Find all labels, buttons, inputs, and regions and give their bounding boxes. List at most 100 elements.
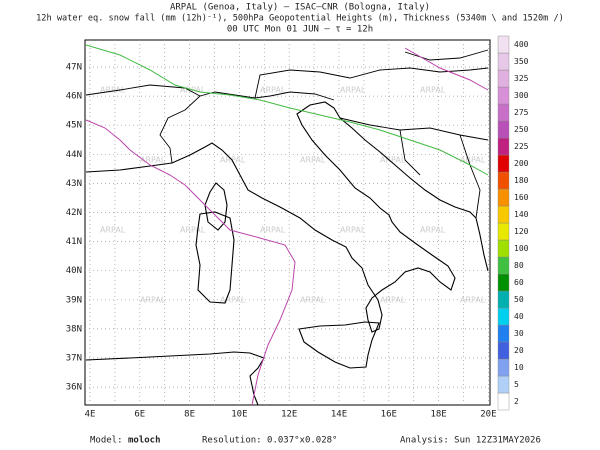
- colorbar-label: 40: [514, 312, 524, 321]
- colorbar-swatch: [497, 86, 510, 105]
- watermark: ARPAL: [380, 156, 406, 165]
- lat-label: 36N: [66, 383, 82, 393]
- colorbar-label: 140: [514, 210, 529, 219]
- lat-label: 46N: [66, 92, 82, 102]
- colorbar-swatch: [497, 103, 510, 122]
- lat-label: 37N: [66, 354, 82, 364]
- lat-label: 38N: [66, 324, 82, 334]
- watermark: ARPAL: [100, 86, 126, 95]
- colorbar-label: 5: [514, 380, 519, 389]
- axis-labels: 47N 46N 45N 44N 43N 42N 41N 40N 39N 38N 37N 36N 4E 6E…: [66, 63, 497, 420]
- lat-label: 43N: [66, 179, 82, 189]
- watermark: ARPAL: [380, 296, 406, 305]
- lat-label: 41N: [66, 237, 82, 247]
- colorbar-swatch: [497, 52, 510, 71]
- colorbar-swatch: [497, 188, 510, 207]
- lon-label: 4E: [85, 410, 96, 420]
- colorbar-swatch: [497, 307, 510, 326]
- colorbar-label: 400: [514, 40, 529, 49]
- colorbar-label: 350: [514, 57, 529, 66]
- title-line: 12h water eq. snow fall (mm (12h)⁻¹), 50…: [36, 14, 564, 24]
- lon-label: 18E: [430, 410, 446, 420]
- thickness-contour: [85, 44, 489, 176]
- colorbar-swatch: [497, 239, 510, 258]
- colorbar-swatch: [497, 35, 510, 54]
- title-line: 00 UTC Mon 01 JUN – τ = 12h: [227, 25, 373, 35]
- colorbar-swatch: [497, 120, 510, 139]
- watermark: ARPAL: [420, 86, 446, 95]
- colorbar-label: 325: [514, 74, 529, 83]
- colorbar-label: 10: [514, 363, 524, 372]
- colorbar-label: 200: [514, 159, 529, 168]
- colorbar-label: 2: [514, 397, 519, 406]
- colorbar-label: 120: [514, 227, 529, 236]
- lon-label: 16E: [381, 410, 397, 420]
- lon-label: 8E: [184, 410, 195, 420]
- graticule: [85, 40, 490, 405]
- colorbar-label: 50: [514, 295, 524, 304]
- watermarks: ARPAL ARPAL ARPAL ARPAL ARPAL ARPAL ARPAL ARPAL…: [100, 86, 486, 305]
- colorbar-swatch: [497, 154, 510, 173]
- lat-label: 45N: [66, 121, 82, 131]
- watermark: ARPAL: [140, 156, 166, 165]
- map-frame: [84, 39, 491, 406]
- title-line: ARPAL (Genoa, Italy) – ISAC–CNR (Bologna…: [170, 3, 430, 13]
- colorbar-swatch: [497, 375, 510, 394]
- watermark: ARPAL: [220, 296, 246, 305]
- colorbar-label: 80: [514, 261, 524, 270]
- colorbar-label: 300: [514, 91, 529, 100]
- watermark: ARPAL: [420, 226, 446, 235]
- colorbar-swatch: [497, 290, 510, 309]
- colorbar-label: 100: [514, 244, 529, 253]
- lat-label: 40N: [66, 266, 82, 276]
- colorbar-label: 30: [514, 329, 524, 338]
- watermark: ARPAL: [260, 86, 286, 95]
- colorbar-swatch: [497, 324, 510, 343]
- colorbar-swatch: [497, 392, 510, 411]
- thickness-contour: [85, 47, 489, 406]
- watermark: ARPAL: [300, 296, 326, 305]
- colorbar-swatch: [497, 137, 510, 156]
- coastlines: [85, 101, 489, 406]
- footer-resolution: Resolution: 0.037°x0.028°: [202, 436, 337, 446]
- footer-label: Model:: [90, 436, 123, 446]
- watermark: ARPAL: [300, 156, 326, 165]
- colorbar-swatch: [497, 273, 510, 292]
- lon-label: 14E: [331, 410, 347, 420]
- colorbar-swatch: [497, 358, 510, 377]
- colorbar-swatch: [497, 205, 510, 224]
- watermark: ARPAL: [140, 296, 166, 305]
- lat-label: 47N: [66, 63, 82, 73]
- watermark: ARPAL: [260, 226, 286, 235]
- lat-label: 42N: [66, 208, 82, 218]
- colorbar: 2 5 10 20 30 40 50 60 80 100 120 140 160 180 200 225 250…: [497, 35, 529, 411]
- colorbar-label: 160: [514, 193, 529, 202]
- lon-label: 12E: [281, 410, 297, 420]
- footer-analysis: Analysis: Sun 12Z31MAY2026: [400, 436, 541, 446]
- colorbar-swatch: [497, 222, 510, 241]
- colorbar-label: 20: [514, 346, 524, 355]
- colorbar-swatch: [497, 341, 510, 360]
- footer-model: moloch: [128, 436, 161, 446]
- colorbar-label: 60: [514, 278, 524, 287]
- watermark: ARPAL: [180, 226, 206, 235]
- colorbar-swatch: [497, 171, 510, 190]
- lon-label: 10E: [231, 410, 247, 420]
- watermark: ARPAL: [100, 226, 126, 235]
- colorbar-swatch: [497, 256, 510, 275]
- watermark: ARPAL: [460, 296, 486, 305]
- colorbar-label: 275: [514, 108, 529, 117]
- lon-label: 6E: [134, 410, 145, 420]
- watermark: ARPAL: [340, 226, 366, 235]
- colorbar-label: 180: [514, 176, 529, 185]
- lat-label: 39N: [66, 295, 82, 305]
- lat-label: 44N: [66, 150, 82, 160]
- colorbar-label: 225: [514, 142, 529, 151]
- watermark: ARPAL: [340, 86, 366, 95]
- watermark: ARPAL: [220, 156, 246, 165]
- watermark: ARPAL: [460, 156, 486, 165]
- colorbar-label: 250: [514, 125, 529, 134]
- colorbar-swatch: [497, 69, 510, 88]
- lon-label: 20E: [480, 410, 496, 420]
